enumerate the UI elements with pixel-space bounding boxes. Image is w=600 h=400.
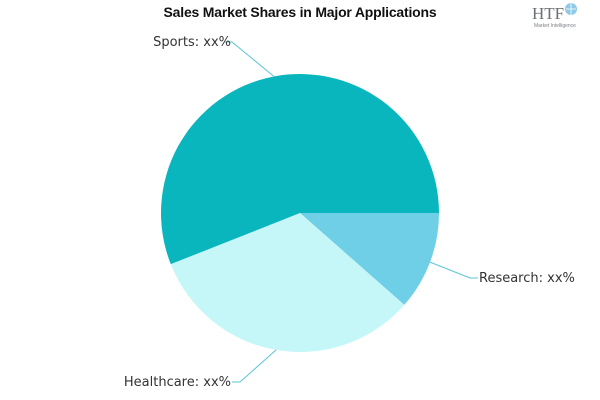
data-label-sports: Sports: xx%: [153, 35, 231, 50]
callout-line-healthcare: [232, 349, 277, 383]
globe-icon-grid: [566, 3, 576, 15]
data-label-research: Research: xx%: [479, 271, 575, 286]
pie-callouts: Research: xx% Healthcare: xx% Sports: xx%: [124, 35, 575, 390]
chart-title: Sales Market Shares in Major Application…: [163, 4, 437, 20]
pie-slice-sports: [161, 74, 440, 265]
htf-logo: HTF Market Intelligence: [532, 3, 577, 29]
pie-slices: [161, 74, 440, 353]
pie-slice-research: [300, 213, 439, 305]
callout-line-sports: [224, 41, 275, 77]
logo-subtext: Market Intelligence: [534, 23, 576, 29]
pie-slice-healthcare: [170, 213, 405, 353]
logo-text: HTF: [532, 4, 564, 23]
callout-line-research: [429, 261, 478, 279]
data-label-healthcare: Healthcare: xx%: [124, 375, 231, 390]
